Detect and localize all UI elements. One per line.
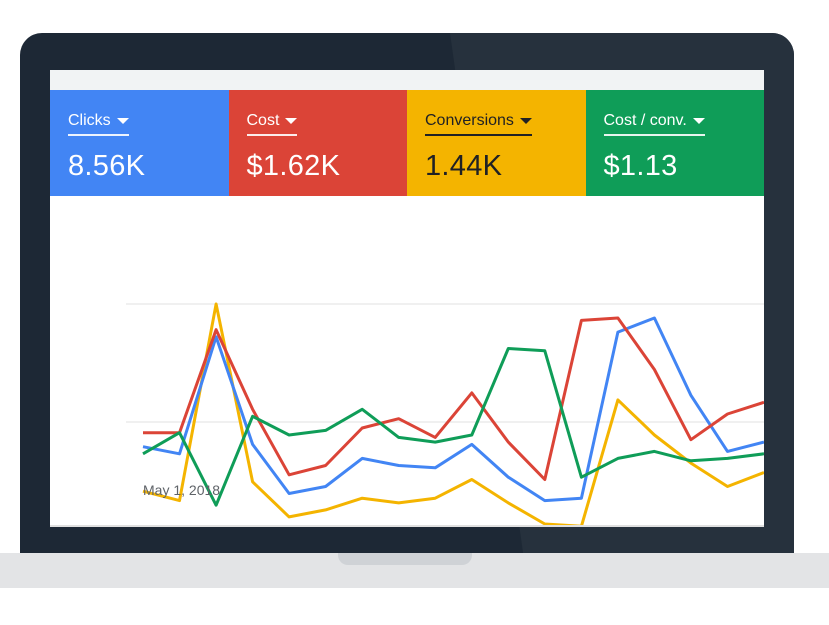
screen-topbar: [50, 70, 764, 90]
series-line-cost-conv: [142, 347, 764, 507]
metric-selector-clicks[interactable]: Clicks: [68, 112, 129, 136]
metric-value: 8.56K: [68, 150, 146, 182]
metric-value: 1.44K: [425, 150, 503, 182]
series-line-clicks: [142, 316, 764, 503]
metric-label: Cost / conv.: [603, 112, 687, 129]
caret-down-icon: [692, 118, 705, 124]
series-line-conversions: [142, 302, 764, 527]
metric-value: $1.13: [603, 150, 678, 182]
metric-card-conversions[interactable]: Conversions 1.44K: [407, 90, 586, 196]
metric-selector-cost-per-conv[interactable]: Cost / conv.: [603, 112, 705, 136]
metric-selector-cost[interactable]: Cost: [246, 112, 298, 136]
caret-down-icon: [519, 118, 532, 124]
metric-card-cost[interactable]: Cost $1.62K: [228, 90, 407, 196]
performance-line-chart: May 1, 2018: [126, 302, 764, 527]
metric-label: Conversions: [425, 112, 514, 129]
caret-down-icon: [116, 118, 129, 124]
chart-grid: [126, 303, 764, 423]
laptop-notch: [338, 553, 472, 565]
screen-bottom-edge: [50, 525, 764, 527]
metric-selector-conversions[interactable]: Conversions: [425, 112, 532, 136]
series-line-cost: [143, 316, 764, 481]
metric-label: Cost: [246, 112, 280, 129]
metric-value: $1.62K: [246, 150, 341, 182]
metric-cards: Clicks 8.56K Cost $1.62K Conversions 1.4…: [50, 90, 764, 196]
metric-card-cost-per-conv[interactable]: Cost / conv. $1.13: [585, 90, 764, 196]
dashboard-screen: Clicks 8.56K Cost $1.62K Conversions 1.4…: [50, 70, 764, 527]
chart-series: [142, 302, 764, 527]
metric-label: Clicks: [68, 112, 111, 129]
caret-down-icon: [285, 118, 298, 124]
x-tick-label: May 1, 2018: [143, 482, 220, 498]
metric-card-clicks[interactable]: Clicks 8.56K: [50, 90, 229, 196]
